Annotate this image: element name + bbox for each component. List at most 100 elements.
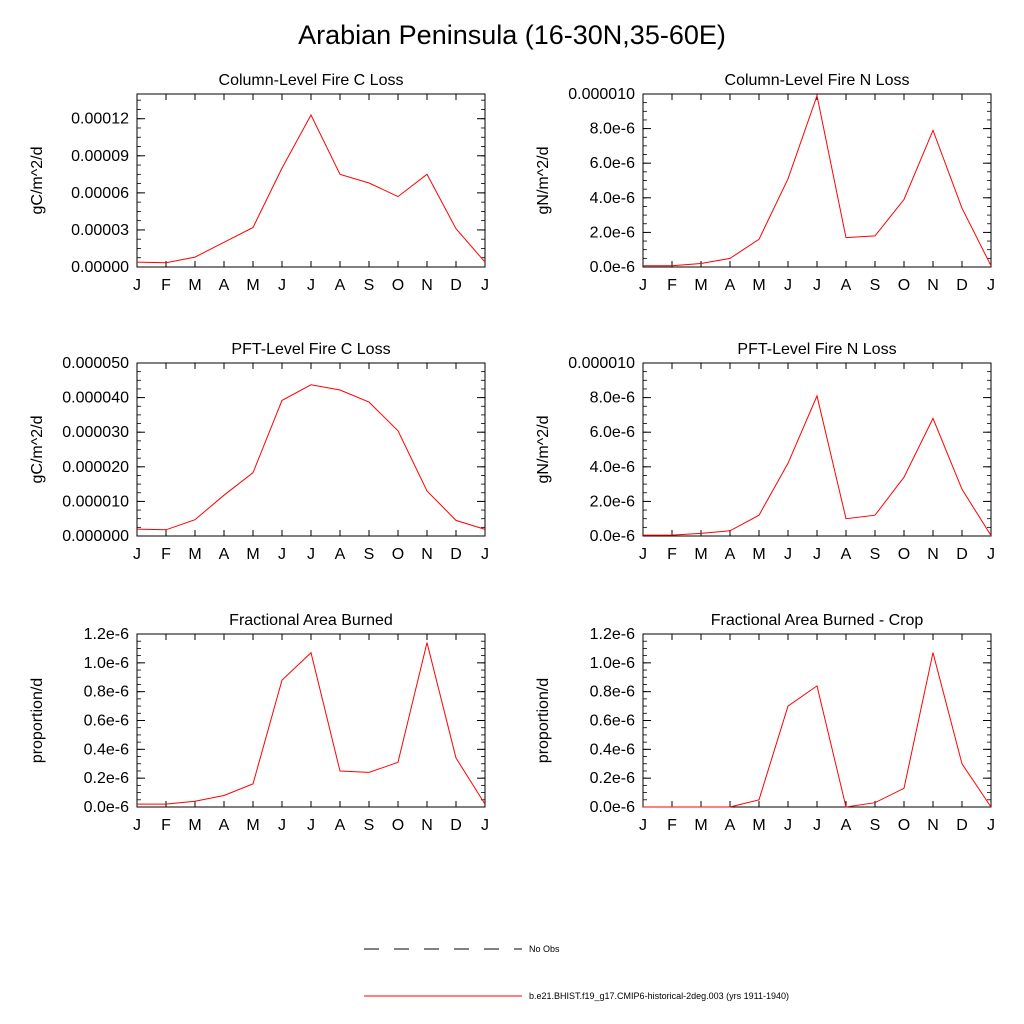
y-tick-label: 0.8e-6 <box>84 684 129 701</box>
series-line <box>137 642 486 805</box>
x-tick-label: O <box>898 546 910 563</box>
x-tick-label: J <box>307 817 315 834</box>
x-tick-label: J <box>133 277 141 294</box>
figure-title: Arabian Peninsula (16-30N,35-60E) <box>298 20 726 50</box>
x-tick-label: O <box>392 546 404 563</box>
legend-label: b.e21.BHIST.f19_g17.CMIP6-historical-2de… <box>529 991 789 1001</box>
x-tick-label: J <box>481 817 489 834</box>
x-tick-label: J <box>813 546 821 563</box>
x-tick-label: S <box>870 277 881 294</box>
x-tick-label: M <box>246 277 259 294</box>
x-tick-label: J <box>813 817 821 834</box>
series-line <box>643 652 992 808</box>
x-tick-label: F <box>161 546 171 563</box>
x-tick-label: N <box>927 277 939 294</box>
x-tick-label: J <box>481 277 489 294</box>
y-tick-label: 1.0e-6 <box>590 655 635 672</box>
y-tick-label: 0.00003 <box>71 222 129 239</box>
x-tick-label: D <box>956 277 968 294</box>
x-tick-label: S <box>364 546 375 563</box>
x-tick-label: F <box>667 546 677 563</box>
x-tick-label: J <box>481 546 489 563</box>
x-tick-label: A <box>841 817 852 834</box>
x-tick-label: O <box>392 277 404 294</box>
chart-title: PFT-Level Fire C Loss <box>231 341 390 358</box>
x-tick-label: M <box>246 546 259 563</box>
y-tick-label: 0.00006 <box>71 185 129 202</box>
x-tick-label: J <box>307 546 315 563</box>
x-tick-label: A <box>335 277 346 294</box>
series-line <box>643 93 992 267</box>
y-tick-label: 0.0e-6 <box>84 799 129 816</box>
plot-frame <box>642 362 992 537</box>
y-tick-label: 6.0e-6 <box>590 155 635 172</box>
legend: No Obs b.e21.BHIST.f19_g17.CMIP6-historic… <box>364 944 789 1001</box>
x-tick-label: M <box>188 817 201 834</box>
chart-title: Column-Level Fire N Loss <box>725 72 910 89</box>
plot-frame <box>642 633 992 808</box>
x-tick-label: N <box>927 546 939 563</box>
x-tick-label: D <box>450 277 462 294</box>
x-tick-label: J <box>784 546 792 563</box>
x-tick-label: J <box>278 817 286 834</box>
x-tick-label: J <box>987 546 995 563</box>
y-tick-label: 8.0e-6 <box>590 390 635 407</box>
y-tick-label: 0.2e-6 <box>84 770 129 787</box>
x-tick-label: M <box>752 277 765 294</box>
y-tick-label: 0.4e-6 <box>590 741 635 758</box>
x-tick-label: S <box>870 817 881 834</box>
x-tick-label: N <box>421 817 433 834</box>
x-tick-label: F <box>667 277 677 294</box>
y-tick-label: 0.000030 <box>62 424 129 441</box>
x-tick-label: M <box>246 817 259 834</box>
y-tick-label: 0.00009 <box>71 148 129 165</box>
x-tick-label: M <box>752 546 765 563</box>
x-tick-label: J <box>784 277 792 294</box>
x-tick-label: A <box>335 546 346 563</box>
x-tick-label: J <box>639 546 647 563</box>
y-tick-label: 2.0e-6 <box>590 224 635 241</box>
x-tick-label: A <box>725 546 736 563</box>
x-tick-label: J <box>987 817 995 834</box>
x-tick-label: M <box>694 817 707 834</box>
x-tick-label: N <box>421 546 433 563</box>
y-tick-label: 0.6e-6 <box>84 713 129 730</box>
x-tick-label: O <box>392 817 404 834</box>
plot-frame <box>136 93 486 268</box>
x-tick-label: M <box>188 546 201 563</box>
x-tick-label: A <box>219 277 230 294</box>
y-axis-label: gN/m^2/d <box>535 147 552 215</box>
x-tick-label: J <box>307 277 315 294</box>
x-tick-label: N <box>927 817 939 834</box>
x-tick-label: A <box>335 817 346 834</box>
x-tick-label: J <box>133 817 141 834</box>
series-line <box>136 113 486 264</box>
x-tick-label: J <box>639 277 647 294</box>
x-tick-label: O <box>898 817 910 834</box>
x-tick-label: A <box>219 546 230 563</box>
x-tick-label: J <box>784 817 792 834</box>
x-tick-label: J <box>987 277 995 294</box>
x-tick-label: A <box>725 277 736 294</box>
y-axis-label: proportion/d <box>29 678 46 763</box>
series-line <box>136 384 486 531</box>
chart-title: Column-Level Fire C Loss <box>219 72 404 89</box>
y-tick-label: 0.000020 <box>62 459 129 476</box>
y-axis-label: gC/m^2/d <box>29 416 46 484</box>
legend-label: No Obs <box>529 944 560 954</box>
y-tick-label: 0.4e-6 <box>84 741 129 758</box>
y-tick-label: 0.8e-6 <box>590 684 635 701</box>
x-tick-label: A <box>841 546 852 563</box>
x-tick-label: O <box>898 277 910 294</box>
y-tick-label: 0.000000 <box>62 528 129 545</box>
x-tick-label: D <box>450 817 462 834</box>
x-tick-label: J <box>639 817 647 834</box>
x-tick-label: D <box>956 546 968 563</box>
y-tick-label: 8.0e-6 <box>590 121 635 138</box>
y-tick-label: 2.0e-6 <box>590 493 635 510</box>
